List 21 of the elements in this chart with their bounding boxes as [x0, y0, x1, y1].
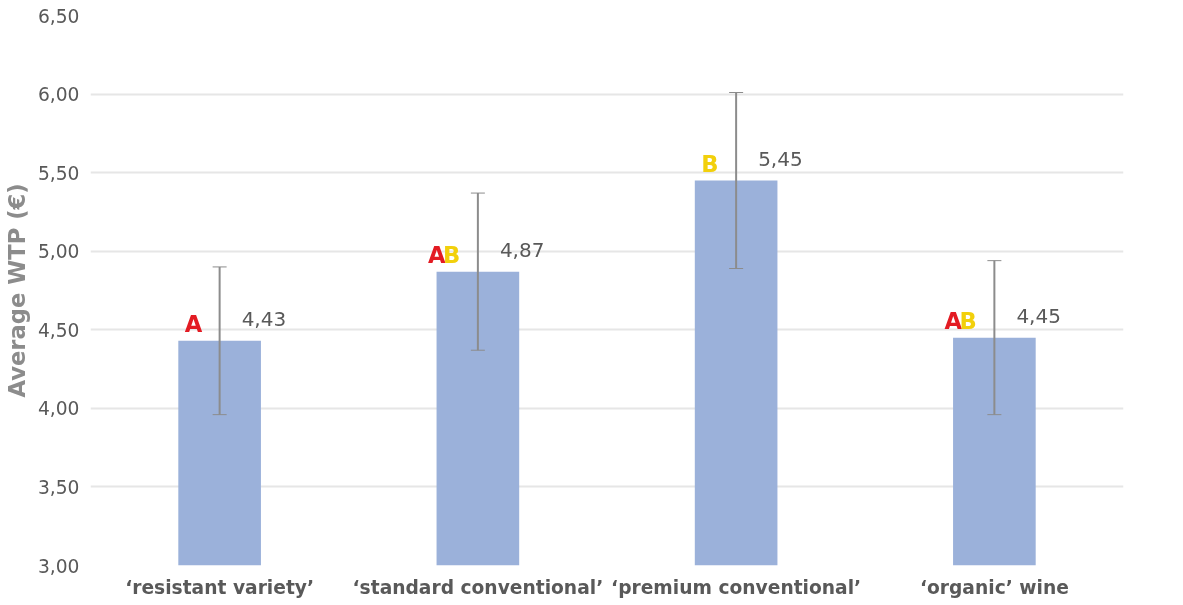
data-label: 4,45	[1016, 303, 1061, 328]
data-label: 4,43	[241, 306, 287, 331]
y-tick-label: 5,50	[37, 162, 80, 184]
y-tick-label: 4,00	[37, 398, 80, 420]
y-tick-label: 5,00	[37, 241, 80, 263]
y-axis-title: Average WTP (€)	[3, 183, 30, 398]
annotation: A	[184, 311, 203, 338]
x-tick-label: ‘organic’ wine	[919, 576, 1069, 598]
annotation: AB	[944, 308, 977, 335]
annotation: AB	[427, 242, 461, 269]
y-tick-label: 3,50	[37, 476, 80, 498]
y-tick-label: 4,50	[37, 319, 80, 341]
x-tick-label: ‘standard conventional’	[352, 576, 604, 598]
y-tick-label: 6,50	[37, 5, 80, 27]
x-tick-label: ‘premium conventional’	[611, 576, 862, 598]
data-label: 4,87	[499, 237, 545, 262]
y-tick-label: 3,00	[37, 555, 80, 577]
y-tick-label: 6,00	[37, 84, 80, 106]
x-tick-label: ‘resistant variety’	[125, 576, 315, 598]
annotation: B	[701, 151, 719, 177]
data-label: 5,45	[758, 146, 803, 171]
